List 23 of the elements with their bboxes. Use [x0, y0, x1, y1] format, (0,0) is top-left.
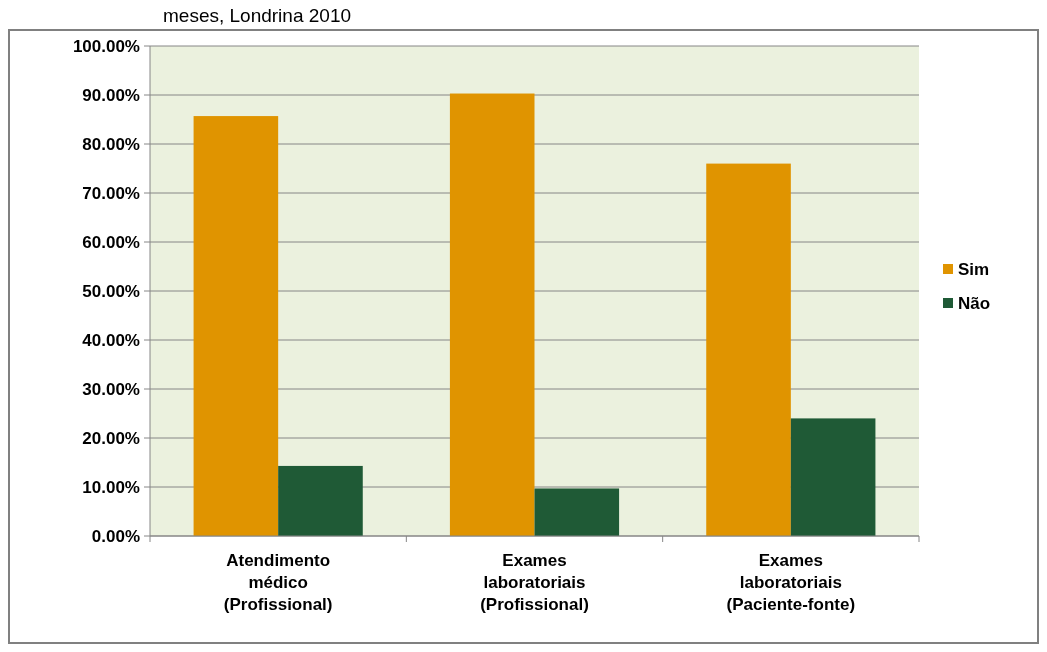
x-tick-label: Exames laboratoriais (Profissional): [480, 551, 589, 614]
x-tick-label: Atendimento médico (Profissional): [223, 551, 333, 614]
y-tick-label: 40.00%: [82, 330, 140, 350]
y-tick-label: 90.00%: [82, 85, 140, 105]
x-tick-label: Exames laboratoriais (Paciente-fonte): [726, 551, 856, 614]
bar: [790, 418, 876, 536]
bar: [534, 488, 620, 536]
legend-label: Sim: [958, 259, 990, 279]
bar: [193, 116, 279, 536]
y-tick-label: 20.00%: [82, 428, 140, 448]
y-tick-label: 70.00%: [82, 183, 140, 203]
y-tick-label: 30.00%: [82, 379, 140, 399]
y-tick-label: 10.00%: [82, 477, 140, 497]
y-tick-label: 100.00%: [72, 36, 140, 56]
legend-label: Não: [958, 293, 991, 313]
y-tick-label: 60.00%: [82, 232, 140, 252]
bar: [449, 93, 535, 536]
y-tick-label: 50.00%: [82, 281, 140, 301]
bar: [278, 465, 363, 536]
y-tick-label: 0.00%: [91, 526, 140, 546]
chart-title: meses, Londrina 2010: [163, 5, 352, 26]
bar: [706, 163, 791, 536]
y-tick-label: 80.00%: [82, 134, 140, 154]
